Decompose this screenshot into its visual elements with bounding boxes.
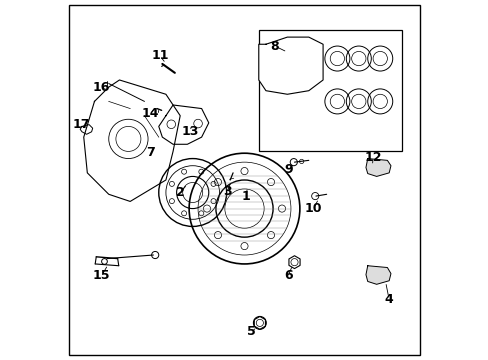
Text: 15: 15 <box>93 269 110 282</box>
Polygon shape <box>258 37 323 94</box>
Text: 1: 1 <box>242 190 250 203</box>
Text: 12: 12 <box>364 151 381 165</box>
Polygon shape <box>365 158 390 176</box>
Text: 8: 8 <box>270 40 279 53</box>
Text: 10: 10 <box>304 202 322 215</box>
Text: 9: 9 <box>284 163 292 176</box>
Bar <box>258 30 401 152</box>
Text: 5: 5 <box>247 325 256 338</box>
Text: 16: 16 <box>93 81 110 94</box>
Text: 4: 4 <box>384 293 393 306</box>
Text: 6: 6 <box>283 269 292 282</box>
Text: 3: 3 <box>223 185 231 198</box>
Text: 14: 14 <box>141 107 158 120</box>
Text: 7: 7 <box>146 146 155 159</box>
Polygon shape <box>365 266 390 284</box>
Text: 17: 17 <box>72 118 89 131</box>
Text: 13: 13 <box>181 125 199 138</box>
Circle shape <box>151 251 159 258</box>
Text: 11: 11 <box>151 49 168 62</box>
Text: 2: 2 <box>176 186 184 199</box>
